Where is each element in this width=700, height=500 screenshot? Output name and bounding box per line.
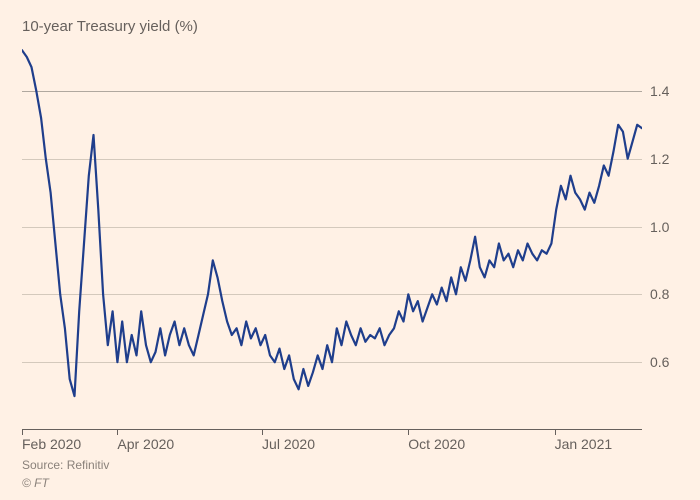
x-tick-mark: [555, 430, 556, 435]
chart-container: 10-year Treasury yield (%) 0.60.81.01.21…: [0, 0, 700, 500]
y-tick-label: 0.8: [644, 286, 680, 302]
x-tick-mark: [408, 430, 409, 435]
chart-source: Source: Refinitiv: [22, 458, 109, 472]
plot-area: 0.60.81.01.21.4 Feb 2020Apr 2020Jul 2020…: [22, 40, 662, 430]
x-tick-label: Apr 2020: [117, 436, 174, 452]
line-chart-svg: [22, 40, 642, 430]
y-tick-label: 0.6: [644, 354, 680, 370]
x-tick-mark: [262, 430, 263, 435]
x-tick-mark: [22, 430, 23, 435]
y-tick-label: 1.2: [644, 151, 680, 167]
x-tick-mark: [117, 430, 118, 435]
chart-copyright: © FT: [22, 476, 49, 490]
x-axis-baseline: [22, 429, 642, 430]
x-tick-label: Jan 2021: [555, 436, 613, 452]
x-tick-label: Jul 2020: [262, 436, 315, 452]
chart-subtitle: 10-year Treasury yield (%): [22, 18, 198, 35]
y-tick-label: 1.0: [644, 219, 680, 235]
x-tick-label: Feb 2020: [22, 436, 81, 452]
yield-line: [22, 50, 642, 396]
x-tick-label: Oct 2020: [408, 436, 465, 452]
y-tick-label: 1.4: [644, 83, 680, 99]
